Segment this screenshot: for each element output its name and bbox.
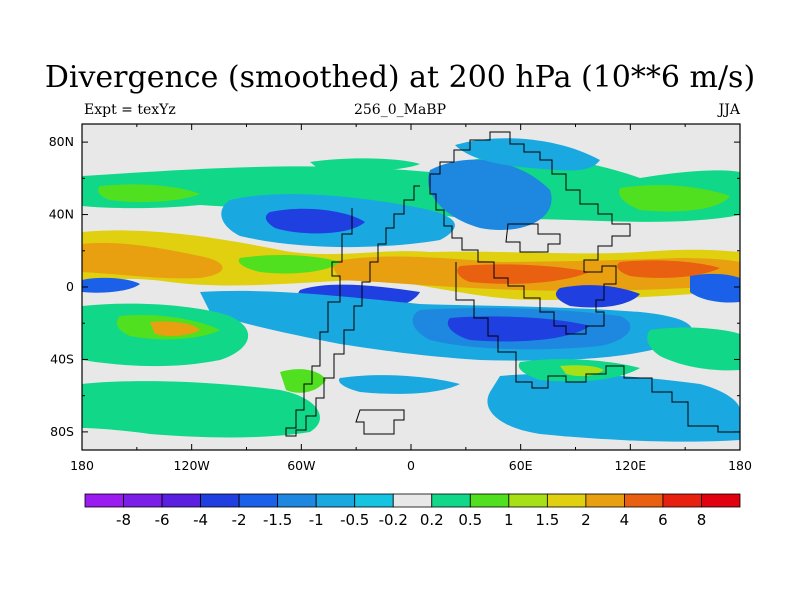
colorbar-label: -4 <box>193 511 208 529</box>
colorbar-label: 4 <box>620 511 630 529</box>
x-tick-label: 120E <box>614 458 646 473</box>
field-zone-nw-green <box>98 184 200 202</box>
y-tick-label: 0 <box>66 279 74 294</box>
chart-title: Divergence (smoothed) at 200 hPa (10**6 … <box>44 60 756 95</box>
colorbar-label: -0.2 <box>379 511 408 529</box>
field-zone-w-blue <box>82 277 140 293</box>
colorbar-label: -0.5 <box>340 511 369 529</box>
y-tick-label: 40N <box>49 207 74 222</box>
field-zone-equator-red-1 <box>457 264 590 284</box>
y-axis: 80N 40N 0 40S 80S <box>49 134 740 439</box>
y-tick-label: 40S <box>50 351 74 366</box>
map-field <box>82 124 740 450</box>
x-tick-label: 120W <box>174 458 210 473</box>
field-zone-equator-red-2 <box>617 260 720 278</box>
field-zone-asia-blue <box>555 285 640 308</box>
field-zone-south-orange <box>150 321 200 337</box>
colorbar-swatch <box>277 493 317 508</box>
x-tick-label: 60W <box>287 458 315 473</box>
y-tick-label: 80S <box>50 424 74 439</box>
field-zone-ne-green <box>619 185 730 212</box>
field-zone-top-green <box>310 158 420 172</box>
field-zone-equator-orange-1 <box>82 242 223 279</box>
field-zone-e-blue <box>690 273 740 303</box>
colorbar-swatch <box>354 493 394 508</box>
field-zone-se-yellow <box>560 365 604 377</box>
colorbar-swatch <box>123 493 163 508</box>
colorbar-label: -1.5 <box>263 511 292 529</box>
colorbar-swatch <box>585 493 625 508</box>
coastline <box>285 131 740 437</box>
colorbar-label: 2 <box>581 511 591 529</box>
colorbar-label: 1 <box>504 511 514 529</box>
colorbar-label: 8 <box>697 511 707 529</box>
colorbar-swatch <box>238 493 279 508</box>
colorbar-label: -2 <box>232 511 247 529</box>
field-zone-se-blue <box>487 373 740 442</box>
colorbar-swatch <box>200 493 240 508</box>
colorbar-label: 0.5 <box>458 511 482 529</box>
colorbar-label: 6 <box>658 511 668 529</box>
x-tick-label: 60E <box>509 458 533 473</box>
x-tick-label: 0 <box>407 458 415 473</box>
colorbar-label: -8 <box>116 511 131 529</box>
field-zone-north-blue-4 <box>455 138 600 171</box>
x-tick-label: 180 <box>728 458 752 473</box>
field-zone-sw-green <box>647 327 740 371</box>
colorbar-swatch <box>624 493 664 508</box>
experiment-label: Expt = texYz <box>84 102 176 118</box>
field-zone-north-blue-2 <box>265 208 365 234</box>
colorbar-swatch <box>701 493 741 508</box>
field-zone-far-south-green <box>82 381 320 438</box>
colorbar-swatch <box>508 493 548 508</box>
colorbar-label: -6 <box>155 511 170 529</box>
colorbar: -8 -6 -4 -2 -1.5 -1 -0.5 -0.2 0.2 0.5 1 1.5 2 4 6 8 <box>84 493 741 529</box>
field-zone-far-south-green-2 <box>280 369 326 393</box>
colorbar-swatch <box>469 493 510 508</box>
field-zone-far-south-blue <box>338 375 460 394</box>
field-zone-mid-green-1 <box>238 255 340 274</box>
colorbar-label: -1 <box>309 511 324 529</box>
case-label: 256_0_MaBP <box>353 102 447 118</box>
y-tick-label: 80N <box>49 134 74 149</box>
colorbar-swatch <box>161 493 201 508</box>
colorbar-swatch <box>662 493 702 508</box>
colorbar-swatch <box>84 493 124 508</box>
colorbar-label: 0.2 <box>420 511 444 529</box>
colorbar-label: 1.5 <box>535 511 559 529</box>
colorbar-swatch <box>431 493 471 508</box>
x-tick-label: 180 <box>70 458 94 473</box>
season-label: JJA <box>718 102 740 118</box>
colorbar-swatch <box>315 493 356 508</box>
colorbar-swatch <box>392 493 433 508</box>
x-axis: 180 120W 60W 0 60E 120E 180 <box>70 124 752 473</box>
field-zone-north-blue-3 <box>428 159 552 231</box>
colorbar-swatch <box>546 493 587 508</box>
